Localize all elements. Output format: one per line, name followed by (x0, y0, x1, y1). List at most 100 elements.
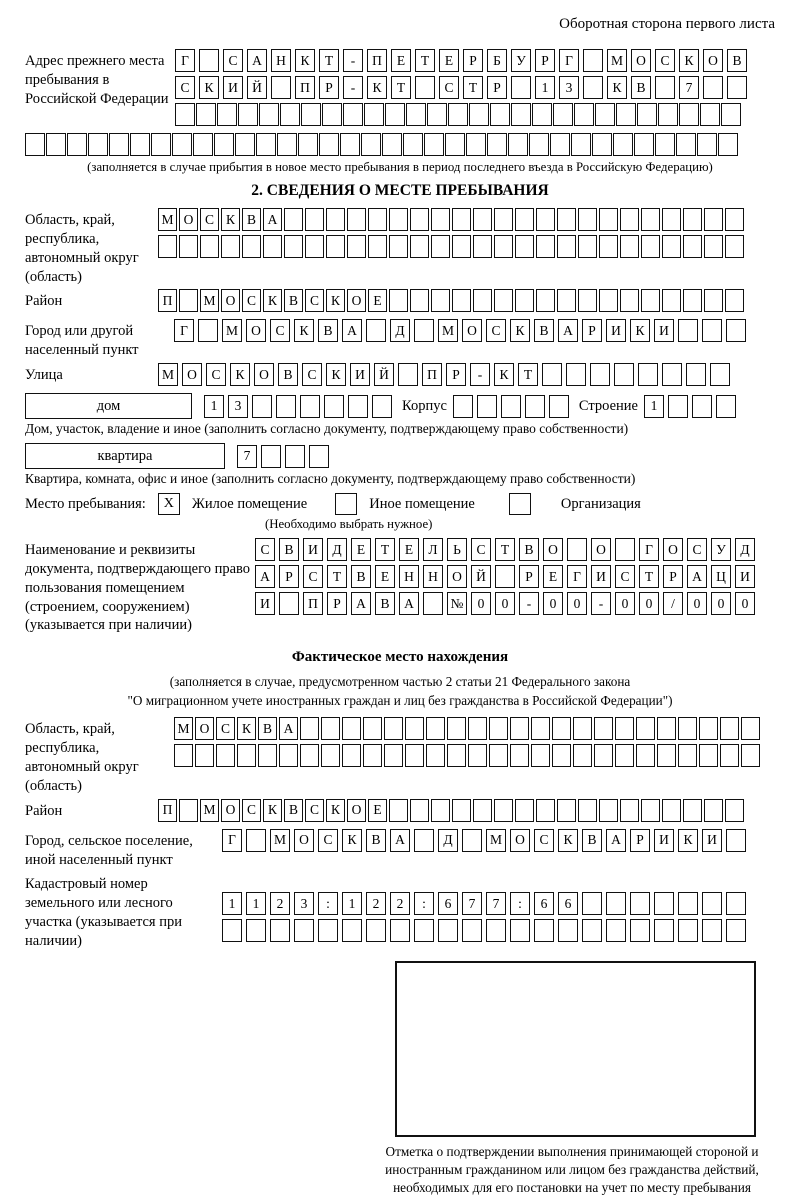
empty-cell (476, 394, 497, 418)
empty-cell (242, 235, 261, 258)
char-cell: Т (319, 49, 339, 72)
empty-cell (151, 133, 171, 156)
char-cell: А (351, 592, 371, 616)
char-cell: 0 (687, 592, 707, 616)
char-cell: Г (567, 565, 587, 589)
document-field: Наименование и реквизиты документа, подт… (25, 538, 775, 635)
empty-cell (382, 133, 402, 156)
char-cell: К (342, 828, 362, 852)
empty-cell (679, 103, 699, 126)
char-cell: М (607, 49, 627, 72)
char-cell: Н (399, 565, 419, 589)
char-cell: 0 (543, 592, 563, 616)
char-cell: Л (423, 538, 443, 562)
empty-cell (678, 919, 698, 943)
empty-cell (557, 235, 576, 258)
empty-cell (704, 798, 723, 822)
char-cell: 0 (495, 592, 515, 616)
char-cell: И (702, 828, 722, 852)
char-cell: В (284, 289, 303, 313)
empty-cell (515, 235, 534, 258)
empty-cell (620, 798, 639, 822)
empty-cell (389, 208, 408, 231)
char-cell: Й (471, 565, 491, 589)
empty-cell (573, 717, 592, 741)
char-cell: К (199, 76, 219, 99)
char-cell: С (687, 538, 707, 562)
char-cell: С (242, 798, 261, 822)
empty-cell (641, 289, 660, 313)
char-cell: К (237, 717, 256, 741)
empty-cell (494, 289, 513, 313)
char-cell: Е (368, 289, 387, 313)
empty-cell (294, 919, 314, 943)
empty-cell (384, 717, 403, 741)
char-cell: Е (351, 538, 371, 562)
char-cell: Г (175, 49, 195, 72)
prev-address-label: Адрес прежнего места пребывания в Россий… (25, 53, 169, 107)
empty-cell (726, 919, 746, 943)
empty-cell (284, 208, 303, 231)
char-cell: С (200, 208, 219, 231)
char-cell: О (294, 828, 314, 852)
empty-cell (347, 208, 366, 231)
empty-cell (599, 235, 618, 258)
empty-cell (662, 798, 681, 822)
empty-cell (615, 538, 635, 562)
empty-cell (445, 133, 465, 156)
empty-cell (389, 289, 408, 313)
empty-cell (270, 919, 290, 943)
empty-cell (398, 363, 418, 387)
empty-cell (599, 798, 618, 822)
char-cell: Е (391, 49, 411, 72)
empty-cell (361, 133, 381, 156)
empty-cell (542, 363, 562, 387)
char-cell: У (511, 49, 531, 72)
char-cell: К (367, 76, 387, 99)
empty-cell (67, 133, 87, 156)
empty-cell (552, 744, 571, 768)
char-cell: Т (463, 76, 483, 99)
empty-cell (583, 76, 603, 99)
empty-cell (578, 208, 597, 231)
char-cell: К (510, 319, 530, 343)
char-cell: Р (327, 592, 347, 616)
empty-cell (726, 828, 746, 852)
empty-cell (638, 363, 658, 387)
house-label-box: дом (25, 393, 192, 420)
char-cell: : (318, 892, 338, 916)
empty-cell (298, 133, 318, 156)
empty-cell (342, 744, 361, 768)
char-cell: В (258, 717, 277, 741)
empty-cell (410, 289, 429, 313)
section2-title: 2. СВЕДЕНИЯ О МЕСТЕ ПРЕБЫВАНИЯ (251, 182, 549, 199)
empty-cell (678, 892, 698, 916)
empty-cell (557, 289, 576, 313)
empty-cell (741, 717, 760, 741)
empty-cell (678, 319, 698, 343)
char-cell: П (295, 76, 315, 99)
char-cell: К (326, 798, 345, 822)
char-cell: Р (582, 319, 602, 343)
char-cell: Р (663, 565, 683, 589)
empty-cell (368, 235, 387, 258)
empty-cell (280, 103, 300, 126)
empty-cell (347, 235, 366, 258)
empty-cell (500, 394, 521, 418)
char-cell: С (655, 49, 675, 72)
char-cell: У (711, 538, 731, 562)
empty-cell (718, 133, 738, 156)
empty-cell (515, 798, 534, 822)
empty-cell (199, 49, 219, 72)
stay-type-caption: (Необходимо выбрать нужное) (265, 517, 433, 532)
char-cell: 2 (366, 892, 386, 916)
empty-cell (438, 919, 458, 943)
char-cell: П (158, 289, 177, 313)
apartment-caption: Квартира, комната, офис и иное (заполнит… (25, 471, 636, 487)
empty-cell (511, 76, 531, 99)
empty-cell (363, 744, 382, 768)
empty-cell (704, 208, 723, 231)
